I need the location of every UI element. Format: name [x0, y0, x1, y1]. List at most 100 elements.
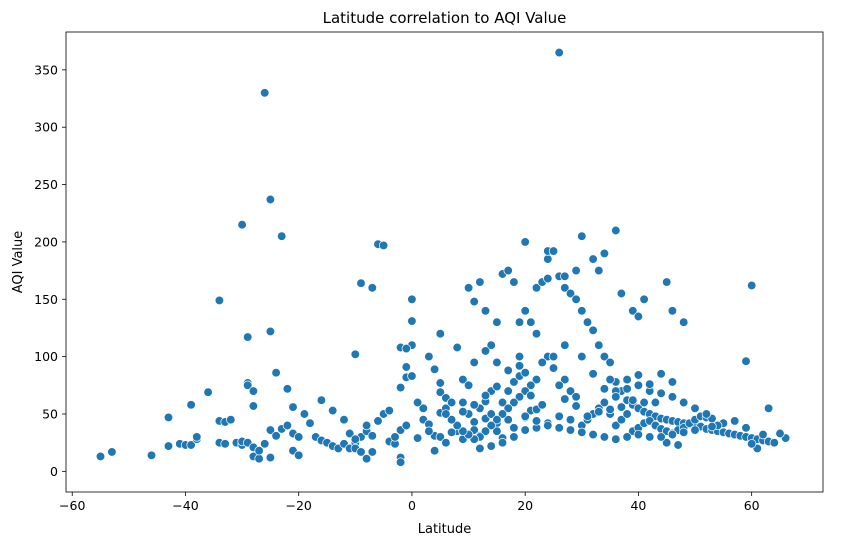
data-point [401, 420, 411, 431]
data-point [560, 271, 570, 281]
data-point [497, 438, 508, 448]
data-point [395, 457, 406, 467]
data-point [248, 386, 259, 396]
data-point [492, 357, 502, 368]
data-point [531, 416, 542, 426]
data-point [243, 380, 253, 390]
data-point [271, 431, 281, 441]
data-point [345, 428, 355, 439]
data-point [480, 306, 491, 316]
data-point [367, 431, 377, 441]
data-point [350, 349, 360, 359]
data-point [616, 402, 627, 412]
data-point [769, 438, 779, 448]
plot-frame [65, 31, 824, 493]
x-axis: −60 −40 −20 0 20 40 60 [59, 492, 760, 513]
data-point [565, 288, 576, 299]
data-point [667, 429, 678, 440]
data-point [747, 439, 757, 449]
data-point [667, 392, 678, 402]
data-point [497, 397, 508, 408]
data-point [611, 225, 621, 236]
plot-points [95, 47, 791, 467]
data-point [458, 397, 468, 408]
data-point [339, 415, 349, 425]
data-point [446, 415, 457, 425]
data-point [514, 361, 525, 371]
data-point [424, 426, 434, 436]
data-point [486, 409, 496, 419]
data-point [407, 371, 417, 381]
data-point [560, 283, 570, 293]
data-point [514, 392, 525, 402]
data-point [469, 357, 479, 368]
data-point [577, 306, 587, 316]
data-point [667, 306, 678, 316]
data-point [412, 433, 423, 443]
data-point [543, 254, 553, 264]
data-point [429, 446, 440, 456]
data-point [599, 248, 610, 259]
data-point [537, 400, 547, 410]
data-point [441, 409, 451, 419]
data-point [509, 277, 519, 287]
x-tick-label: 0 [408, 498, 416, 513]
data-point [356, 278, 366, 288]
data-point [594, 340, 604, 350]
data-point [277, 231, 287, 241]
y-tick-label: 200 [34, 234, 58, 249]
data-point [243, 332, 253, 342]
data-point [554, 411, 564, 421]
data-point [656, 432, 666, 442]
data-point [639, 397, 649, 408]
data-point [679, 427, 689, 437]
data-point [565, 415, 576, 425]
data-point [367, 283, 377, 293]
data-point [520, 425, 530, 435]
data-point [509, 423, 519, 433]
data-point [475, 277, 485, 287]
data-point [260, 439, 270, 449]
data-point [435, 329, 445, 339]
data-point [656, 369, 666, 379]
data-point [730, 416, 740, 426]
data-point [543, 420, 553, 431]
data-point [622, 374, 632, 385]
data-point [469, 417, 479, 427]
data-point [350, 434, 360, 444]
data-point [526, 317, 536, 327]
data-point [452, 342, 462, 353]
data-point [673, 440, 683, 450]
data-point [480, 390, 491, 401]
data-point [401, 343, 411, 354]
y-tick-label: 100 [34, 349, 58, 364]
data-point [520, 306, 530, 316]
data-point [571, 265, 581, 276]
data-point [146, 450, 157, 460]
data-point [577, 351, 587, 362]
data-point [503, 403, 513, 413]
x-tick-label: 40 [630, 498, 646, 513]
data-point [265, 326, 276, 337]
data-point [594, 407, 604, 417]
data-point [605, 374, 615, 385]
data-point [486, 441, 496, 451]
data-point [548, 363, 559, 373]
data-point [412, 397, 423, 408]
data-point [424, 351, 434, 362]
y-tick-label: 250 [34, 177, 58, 192]
data-point [520, 368, 530, 378]
data-point [628, 395, 638, 405]
data-point [577, 427, 587, 437]
data-point [616, 288, 627, 299]
data-point [531, 329, 542, 339]
data-point [509, 377, 519, 387]
data-point [503, 415, 513, 425]
data-point [560, 374, 570, 385]
data-point [616, 415, 627, 425]
data-point [395, 382, 406, 393]
data-point [599, 384, 610, 394]
data-point [548, 351, 559, 362]
data-point [271, 368, 281, 378]
